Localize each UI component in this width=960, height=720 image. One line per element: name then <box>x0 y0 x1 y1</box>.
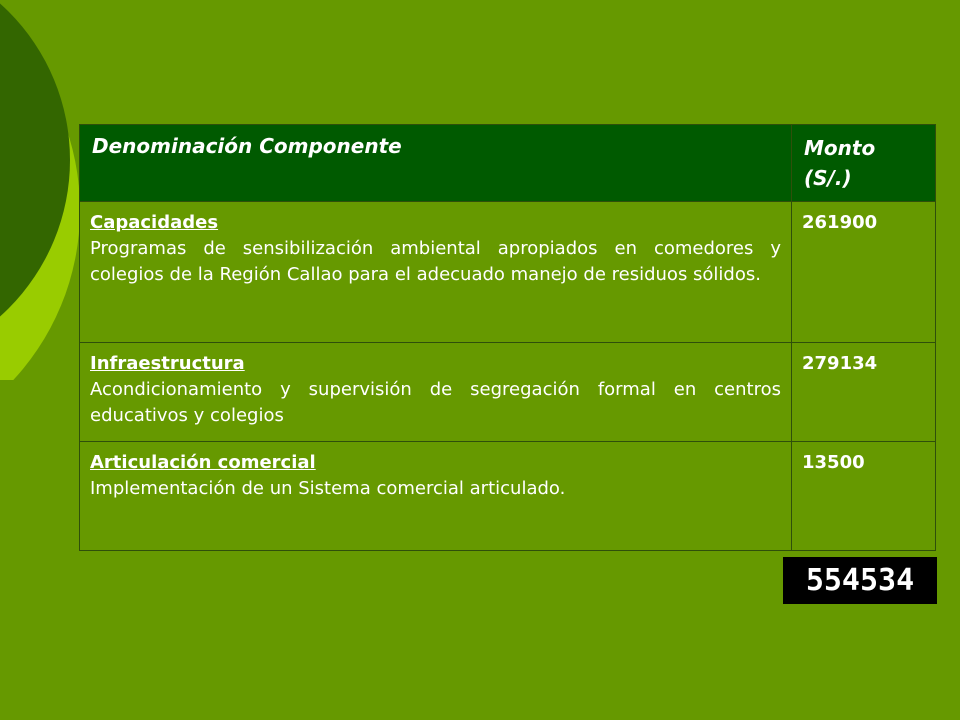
component-category: Infraestructura <box>90 353 245 374</box>
decorative-circles <box>0 3 80 380</box>
component-cell: Articulación comercial Implementación de… <box>79 441 792 551</box>
component-amount: 279134 <box>802 353 878 374</box>
table-row: Infraestructura Acondicionamiento y supe… <box>79 342 936 442</box>
components-table: Denominación Componente Monto (S/.) Capa… <box>79 124 936 551</box>
component-description: Acondicionamiento y supervisión de segre… <box>90 379 781 426</box>
component-cell: Capacidades Programas de sensibilización… <box>79 201 792 343</box>
component-amount: 13500 <box>802 452 865 473</box>
decorative-circle-dark <box>0 3 70 317</box>
component-amount: 261900 <box>802 212 878 233</box>
table-header-row: Denominación Componente Monto (S/.) <box>79 124 936 202</box>
amount-cell: 279134 <box>791 342 936 442</box>
component-category: Capacidades <box>90 212 219 233</box>
amount-cell: 261900 <box>791 201 936 343</box>
table-row: Articulación comercial Implementación de… <box>79 441 936 551</box>
amount-cell: 13500 <box>791 441 936 551</box>
total-amount: 554534 <box>783 557 937 604</box>
table-row: Capacidades Programas de sensibilización… <box>79 201 936 343</box>
component-description: Programas de sensibilización ambiental a… <box>90 238 781 285</box>
header-component-name: Denominación Componente <box>79 124 792 202</box>
component-description: Implementación de un Sistema comercial a… <box>90 478 566 499</box>
component-category: Articulación comercial <box>90 452 316 473</box>
component-cell: Infraestructura Acondicionamiento y supe… <box>79 342 792 442</box>
header-amount: Monto (S/.) <box>791 124 936 202</box>
